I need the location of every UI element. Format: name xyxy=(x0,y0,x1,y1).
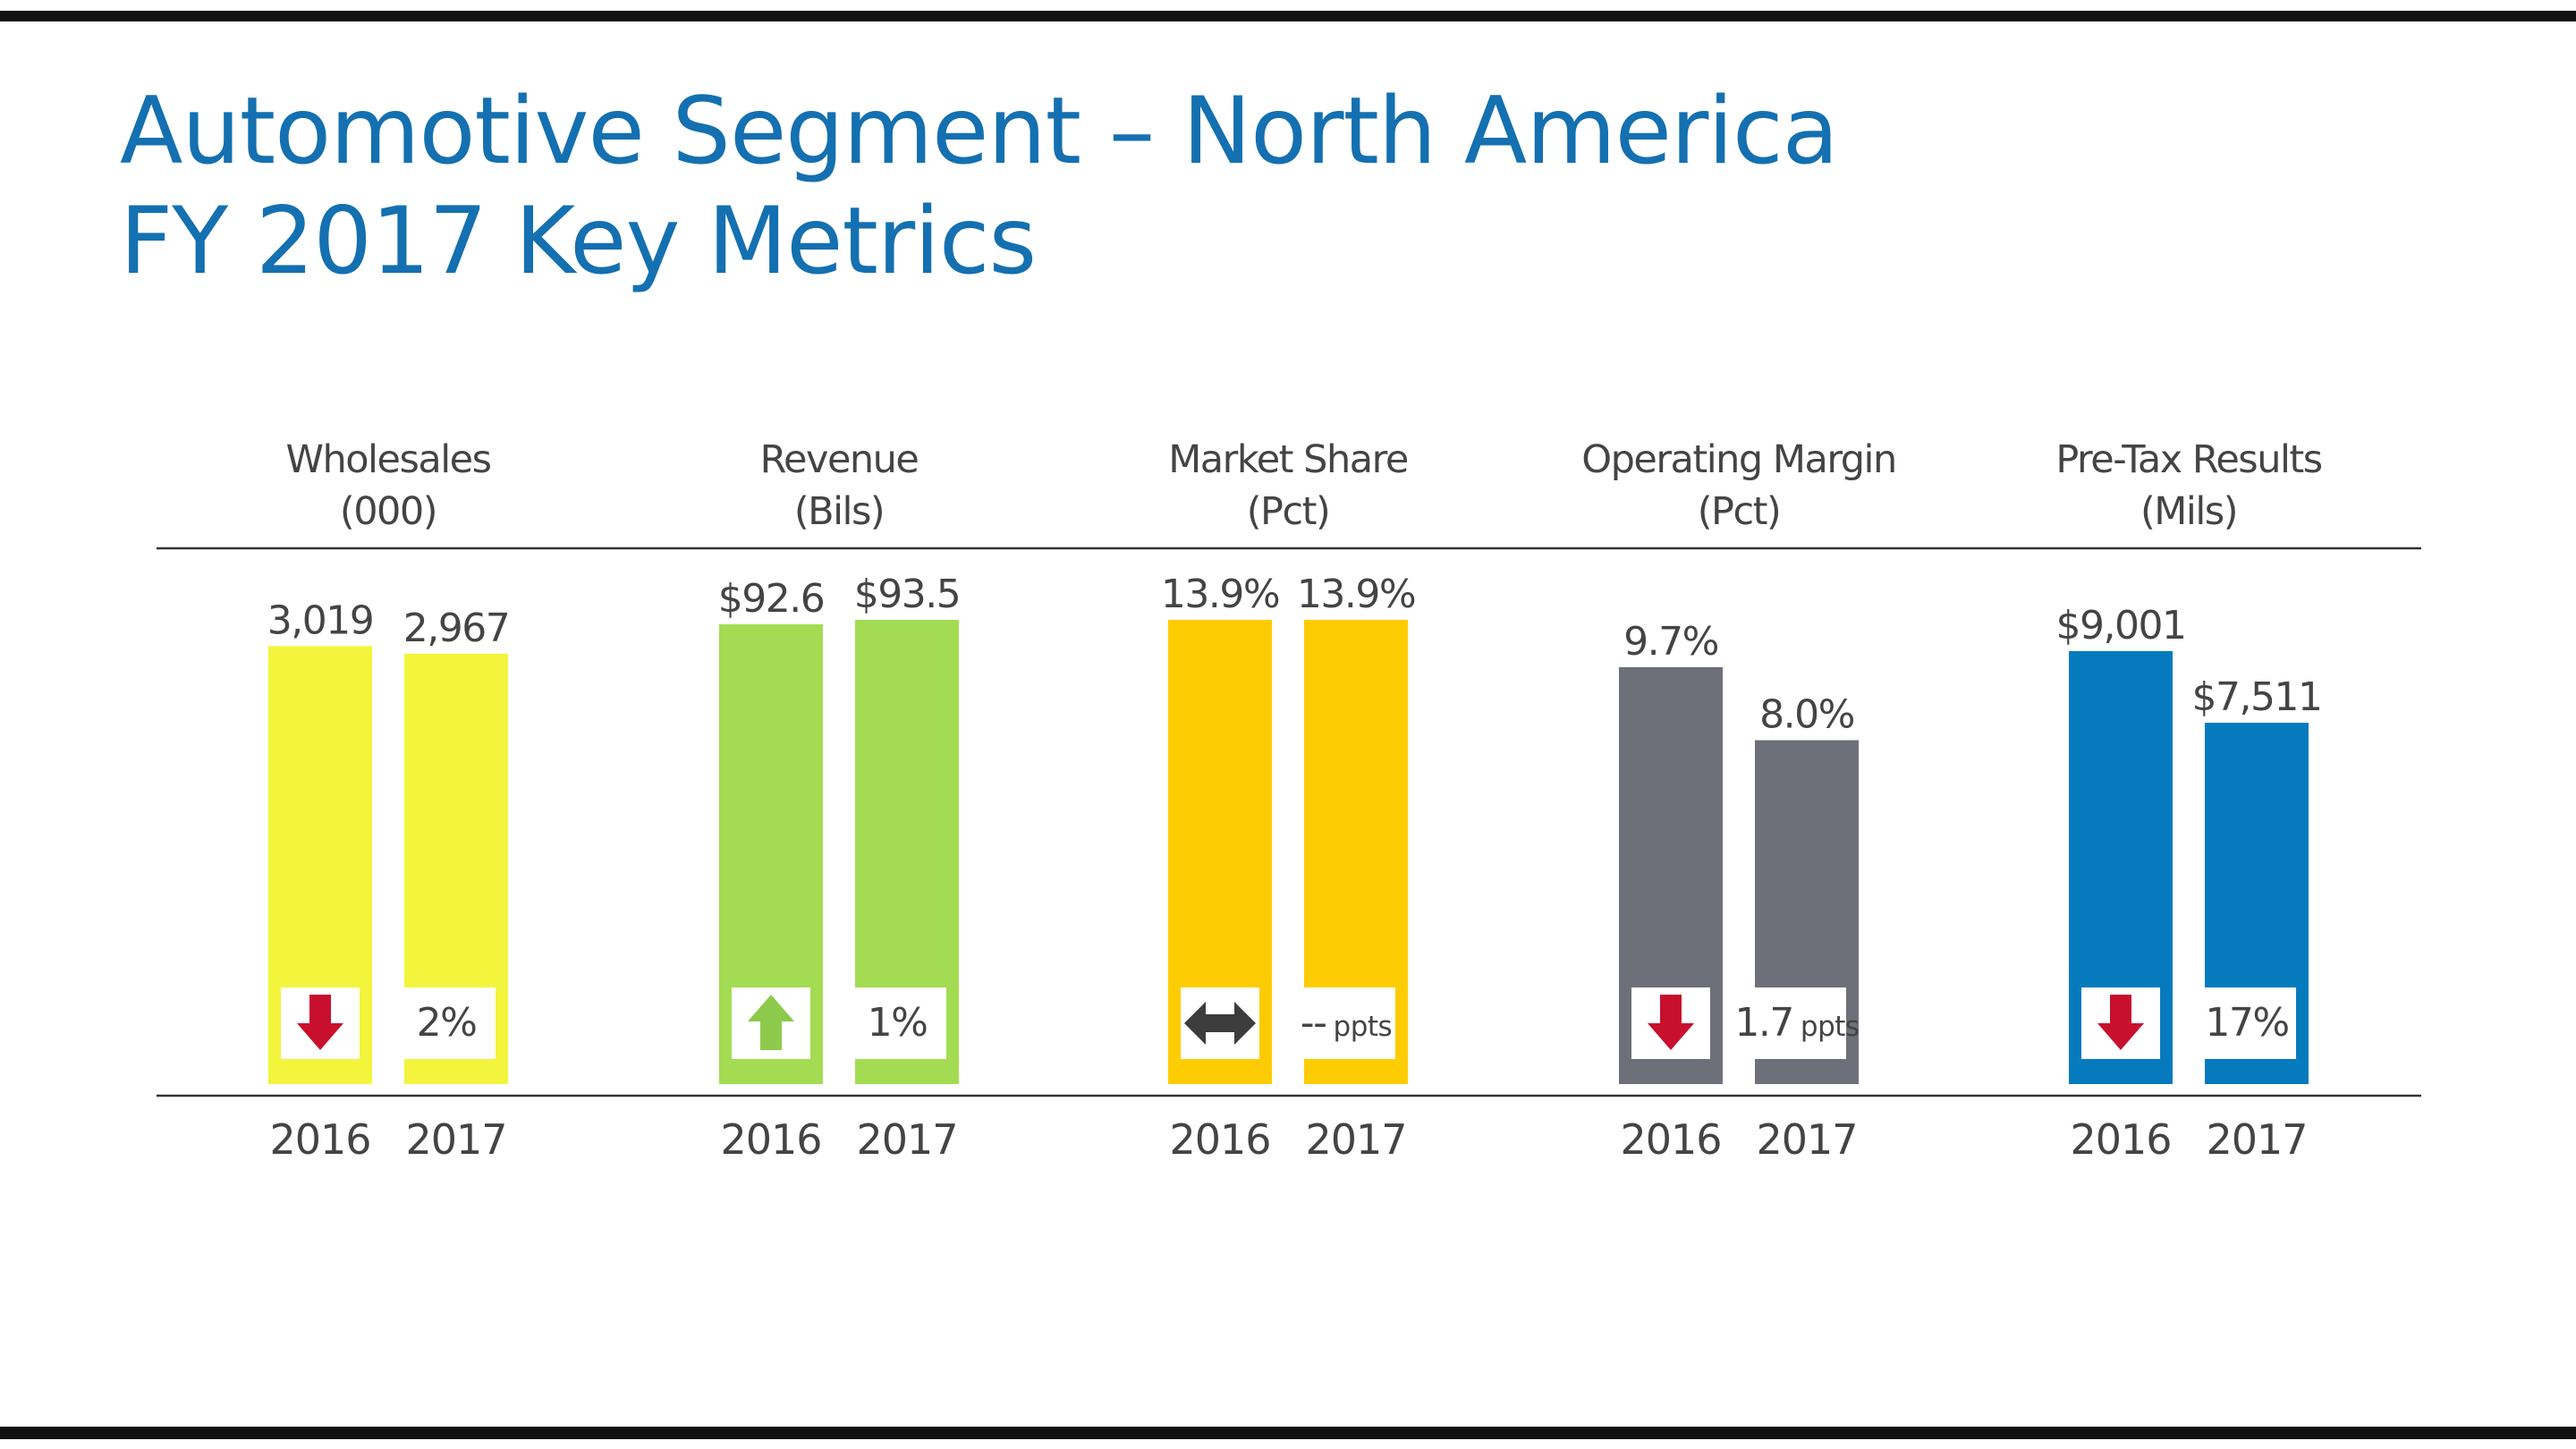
bar-value-label: 3,019 xyxy=(267,597,373,643)
panel-wholesales: Wholesales (000) 3,019 2016 2,967 2017 2% xyxy=(267,437,511,1164)
up-arrow-icon xyxy=(748,995,794,1050)
year-tick-label: 2016 xyxy=(2070,1115,2171,1164)
year-tick-label: 2016 xyxy=(720,1115,821,1164)
panel-unit: (Pct) xyxy=(1698,489,1780,534)
panel-unit: (Mils) xyxy=(2140,489,2237,534)
change-value-box xyxy=(397,987,496,1059)
top-border xyxy=(0,11,2576,21)
bar-value-label: $93.5 xyxy=(854,572,960,617)
panel-operating-margin: Operating Margin(Pct)9.7%20168.0%20171.7… xyxy=(1581,437,1897,1164)
change-value-label: 2% xyxy=(417,1000,477,1046)
panel-revenue: Revenue (Bils) $92.6 2016 $93.5 2017 1% xyxy=(718,437,962,1164)
panel-title: Wholesales xyxy=(285,437,490,482)
year-tick-label: 2017 xyxy=(1756,1115,1857,1164)
bar-value-label: 8.0% xyxy=(1759,692,1854,738)
bar-value-label: 9.7% xyxy=(1623,619,1718,665)
down-arrow-icon xyxy=(1648,995,1694,1050)
year-tick-label: 2016 xyxy=(1620,1115,1721,1164)
bar-value-label: 13.9% xyxy=(1297,572,1415,617)
panel-title: Revenue xyxy=(760,437,919,482)
panel-title: Market Share xyxy=(1168,437,1408,482)
title-line-2: FY 2017 Key Metrics xyxy=(120,188,1037,295)
page-title: Automotive Segment – North America FY 20… xyxy=(120,77,1839,297)
change-unit-label: ppts xyxy=(1801,1011,1860,1043)
year-tick-label: 2016 xyxy=(269,1115,370,1164)
panel-unit: (Bils) xyxy=(794,489,884,534)
left-right-arrow-icon xyxy=(1184,1002,1256,1045)
panel-unit: (Pct) xyxy=(1247,489,1329,534)
bottom-border xyxy=(0,1427,2576,1439)
bar-value-label: 2,967 xyxy=(403,606,509,651)
panel-title: Pre-Tax Results xyxy=(2055,437,2321,482)
change-value-label: 17% xyxy=(2205,1000,2288,1046)
bar-value-label: $9,001 xyxy=(2056,603,2186,648)
title-line-1: Automotive Segment – North America xyxy=(120,78,1839,185)
bar-value-label: $92.6 xyxy=(718,576,824,622)
change-value-box xyxy=(848,987,946,1059)
year-tick-label: 2017 xyxy=(2206,1115,2307,1164)
panel-pre-tax-results: Pre-Tax Results (Mils) $9,001 2016 $7,511 201… xyxy=(2055,437,2323,1164)
bar-value-label: 13.9% xyxy=(1161,572,1279,617)
panel-title: Operating Margin xyxy=(1581,437,1896,482)
year-tick-label: 2016 xyxy=(1169,1115,1270,1164)
panel-unit: (000) xyxy=(340,489,436,534)
change-unit-label: ppts xyxy=(1334,1011,1393,1043)
change-value-box xyxy=(1748,987,1846,1059)
down-arrow-icon xyxy=(297,995,343,1050)
bar-value-label: $7,511 xyxy=(2192,674,2322,720)
change-value-box xyxy=(2198,987,2296,1059)
down-arrow-icon xyxy=(2097,995,2144,1050)
year-tick-label: 2017 xyxy=(1305,1115,1406,1164)
year-tick-label: 2017 xyxy=(856,1115,957,1164)
change-value-box xyxy=(1297,987,1395,1059)
year-tick-label: 2017 xyxy=(405,1115,506,1164)
change-value-label: 1% xyxy=(868,1000,928,1046)
